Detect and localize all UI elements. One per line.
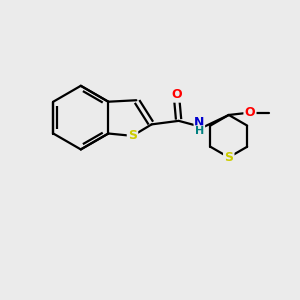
Text: O: O <box>171 88 182 101</box>
Text: N: N <box>194 116 205 128</box>
Text: S: S <box>128 129 137 142</box>
Text: O: O <box>245 106 255 119</box>
Text: H: H <box>195 126 204 136</box>
Text: S: S <box>224 151 233 164</box>
